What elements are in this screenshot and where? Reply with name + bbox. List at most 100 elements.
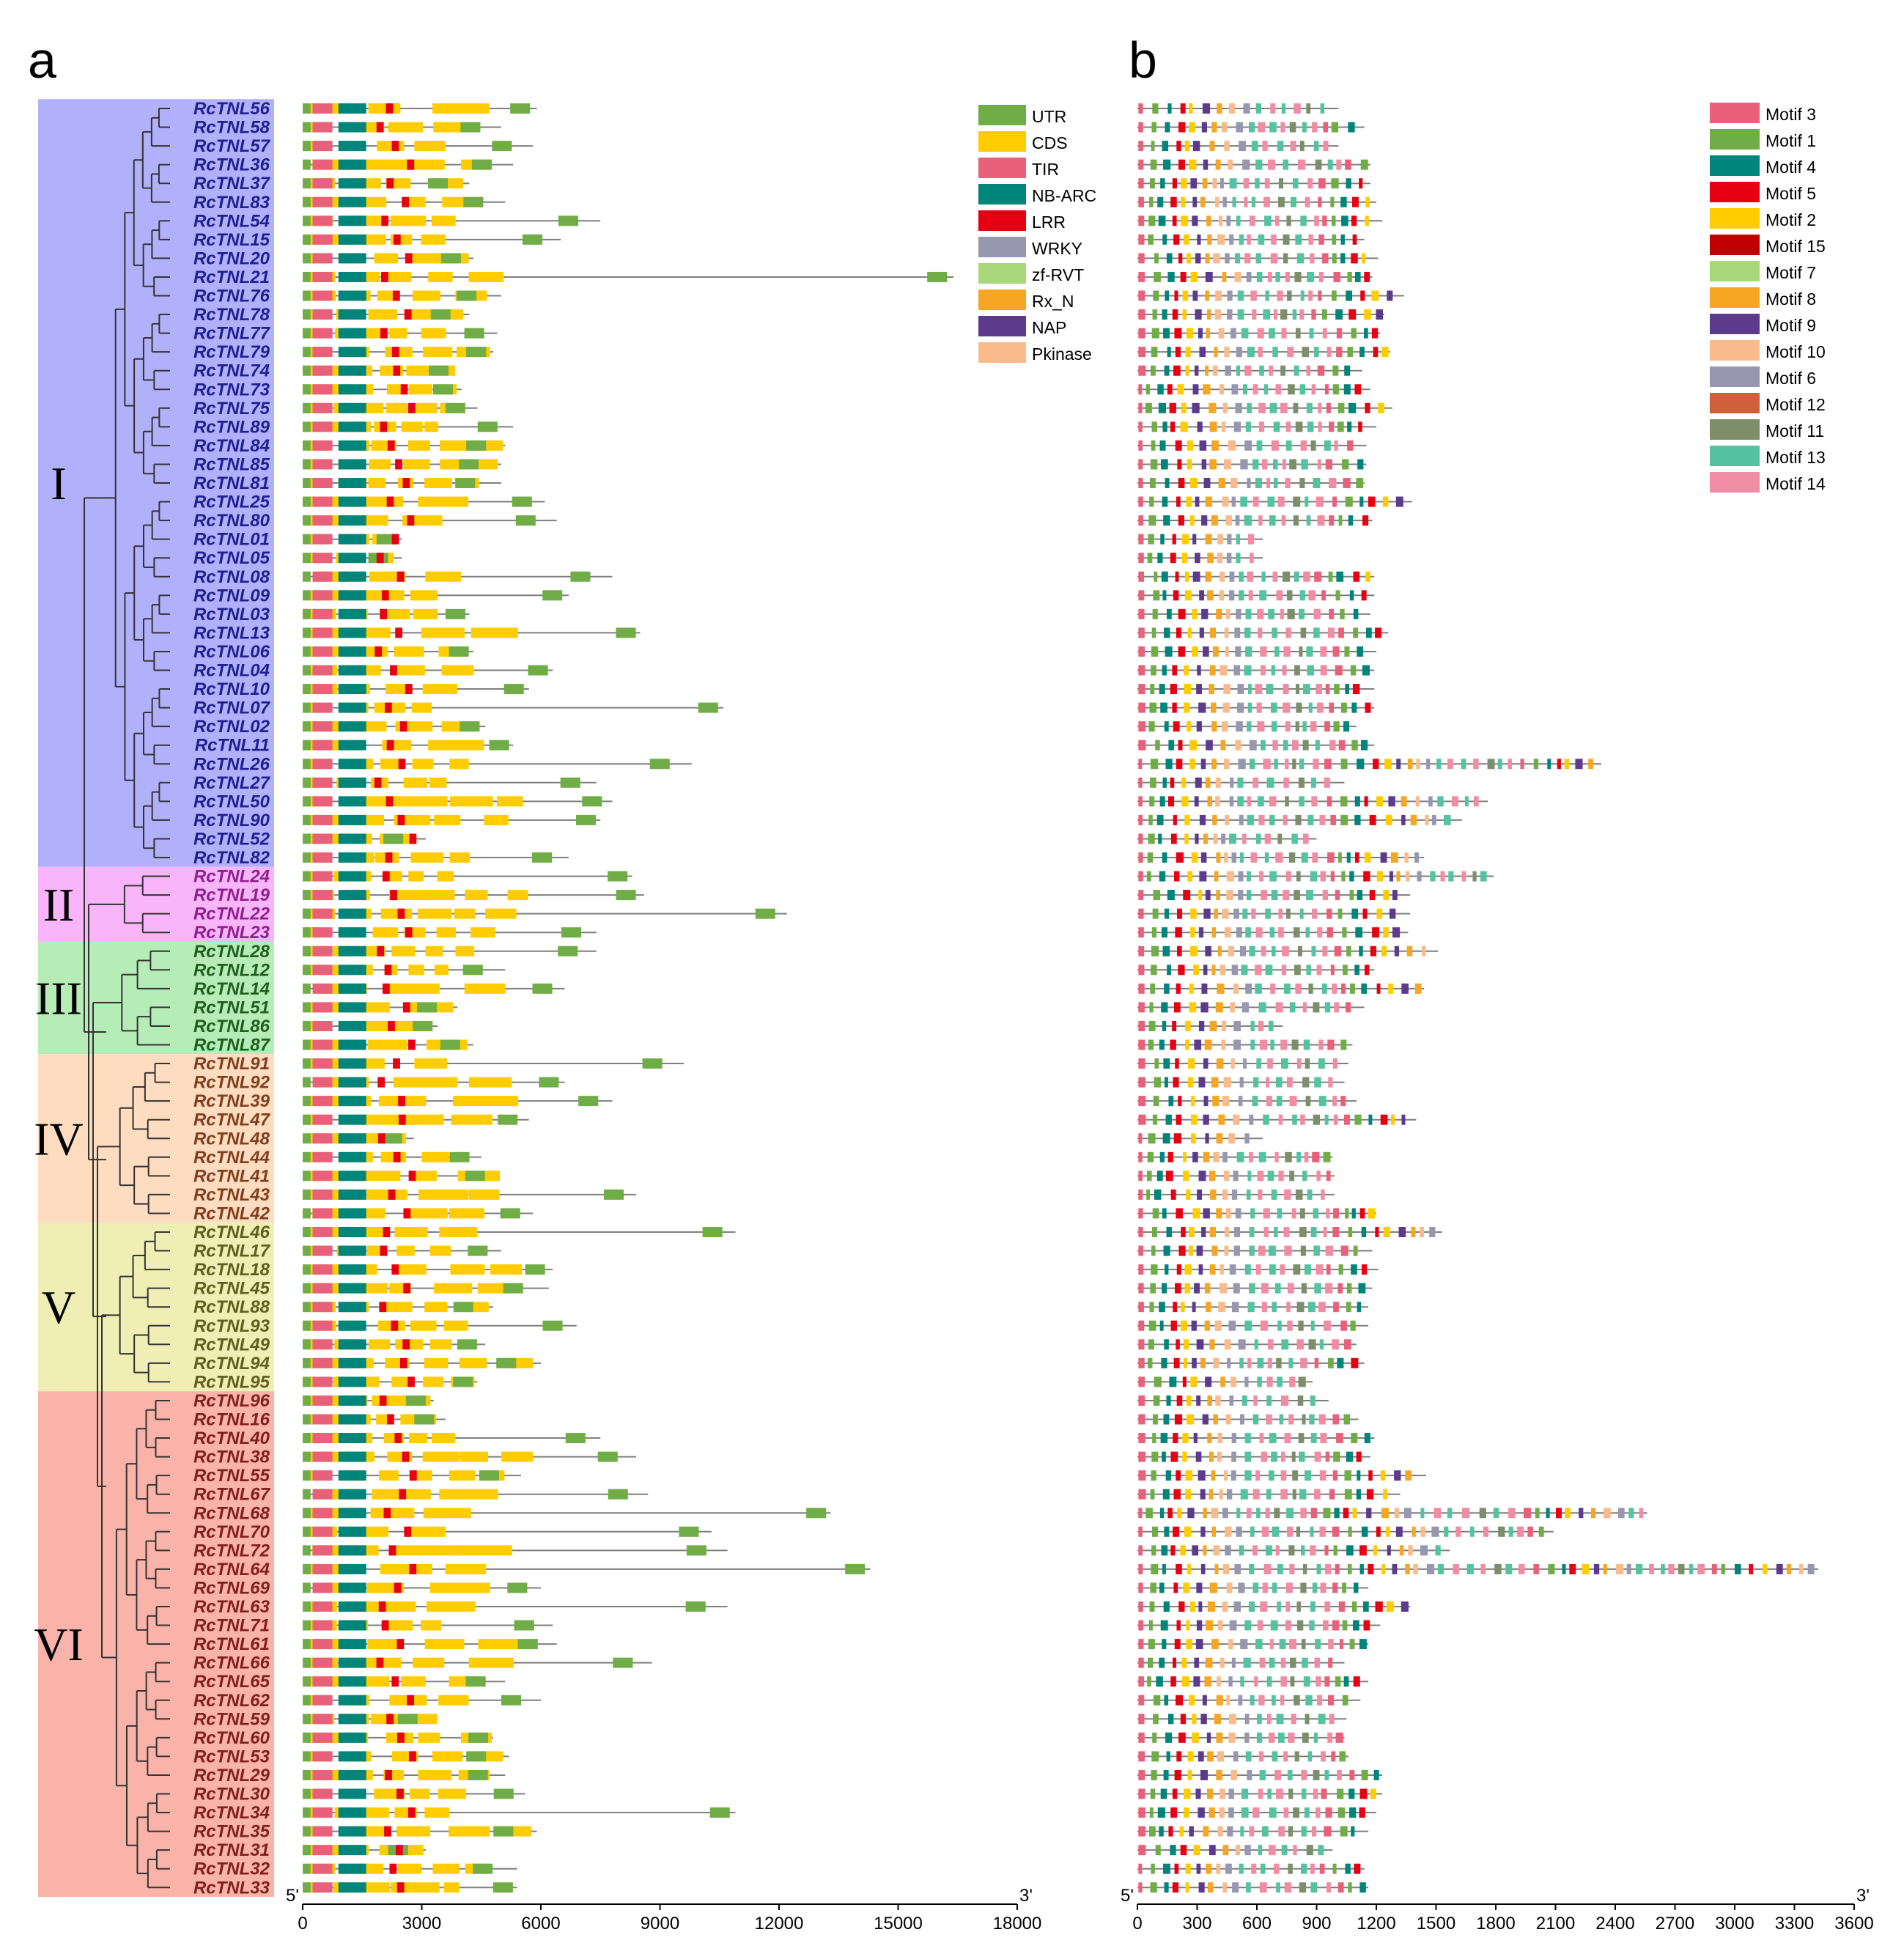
motif-block	[1203, 833, 1209, 844]
motif-block	[1138, 215, 1145, 226]
motif-block	[1170, 421, 1176, 432]
motif-block	[1265, 290, 1269, 301]
gene-structure-RcTNL33	[303, 1882, 517, 1893]
motif-block	[1212, 646, 1219, 657]
motif-block	[1309, 1414, 1315, 1425]
motif-block	[1138, 871, 1143, 882]
motif-block	[1259, 1433, 1264, 1444]
motif-block	[1235, 253, 1241, 264]
motif-block	[1138, 608, 1145, 619]
nb-arc-domain	[338, 1620, 366, 1631]
utr-block	[709, 1807, 730, 1818]
motif-block	[1299, 590, 1306, 601]
motif-block	[1175, 1058, 1179, 1069]
motif-block	[1295, 721, 1299, 732]
motif-block	[1165, 1470, 1172, 1481]
motif-block	[1351, 702, 1357, 713]
motif-block	[1286, 590, 1293, 601]
motif-block	[1219, 571, 1225, 582]
nb-arc-domain	[338, 290, 366, 301]
motif-block	[1153, 1695, 1161, 1706]
motif-block	[1138, 721, 1146, 732]
motif-block	[1302, 1414, 1306, 1425]
tir-domain	[312, 1451, 333, 1462]
gene-label: RcTNL67	[193, 1485, 271, 1505]
motif-block	[1299, 1227, 1307, 1237]
motif-block	[1230, 1470, 1236, 1481]
gene-label: RcTNL34	[193, 1803, 270, 1823]
motif-block	[1178, 1096, 1182, 1107]
motif-block	[1212, 178, 1217, 189]
motif-block	[1170, 553, 1176, 564]
motif-block	[1354, 965, 1359, 976]
cds-block	[449, 759, 469, 770]
motif-block	[1176, 627, 1182, 638]
motif-block	[1229, 234, 1234, 245]
motif-block	[1329, 478, 1337, 488]
motif-block	[1138, 1227, 1143, 1237]
gene-structure-RcTNL53	[303, 1751, 509, 1762]
motif-block	[1151, 945, 1159, 956]
gene-structure-RcTNL79	[303, 347, 493, 358]
motif-block	[1138, 1414, 1145, 1425]
motif-block	[1274, 1863, 1280, 1874]
nb-arc-domain	[338, 1863, 366, 1874]
cds-block	[379, 1302, 413, 1313]
motif-block	[1351, 215, 1357, 226]
motif-block	[1211, 965, 1216, 976]
motif-block	[1283, 159, 1289, 170]
motif-block	[1308, 234, 1313, 245]
motif-structure-RcTNL01	[1137, 534, 1263, 545]
motif-block	[1205, 890, 1211, 901]
axis-tick-label: 0	[298, 1914, 307, 1933]
motif-block	[1146, 871, 1151, 882]
utr-block	[558, 945, 578, 956]
motif-block	[1440, 871, 1445, 882]
motif-block	[1231, 1433, 1237, 1444]
gene-label: RcTNL63	[193, 1597, 270, 1617]
motif-block	[1359, 1545, 1367, 1556]
motif-block	[1238, 1582, 1245, 1593]
motif-block	[1138, 103, 1143, 114]
gene-structure-RcTNL17	[303, 1245, 501, 1256]
motif-structure-RcTNL83	[1137, 196, 1376, 207]
utr-block	[303, 646, 311, 657]
utr-block	[603, 1189, 624, 1200]
motif-block	[1162, 309, 1167, 320]
motif-block	[1195, 833, 1199, 844]
motif-block	[1223, 459, 1231, 470]
nb-arc-domain	[338, 1657, 366, 1668]
utr-block	[806, 1508, 827, 1519]
motif-block	[1274, 1769, 1282, 1780]
nb-arc-domain	[338, 983, 366, 994]
motif-block	[1206, 740, 1213, 751]
motif-block	[1406, 871, 1410, 882]
motif-block	[1285, 1582, 1293, 1593]
motif-block	[1203, 159, 1209, 170]
motif-block	[1231, 384, 1239, 395]
motif-block	[1330, 814, 1336, 825]
motif-block	[1244, 1451, 1252, 1462]
motif-block	[1368, 1563, 1374, 1574]
motif-block	[1364, 965, 1370, 976]
utr-block	[383, 833, 404, 844]
motif-block	[1505, 1563, 1513, 1574]
motif-block	[1255, 159, 1263, 170]
motif-block	[1222, 196, 1227, 207]
utr-block	[303, 1395, 311, 1406]
motif-block	[1217, 553, 1223, 564]
tir-domain	[312, 1676, 333, 1687]
motif-block	[1359, 1563, 1364, 1574]
nb-arc-domain	[338, 1376, 366, 1387]
motif-block	[1335, 1563, 1340, 1574]
motif-block	[1401, 796, 1407, 807]
utr-block	[303, 1845, 311, 1856]
motif-block	[1376, 309, 1384, 320]
cds-block	[408, 871, 424, 882]
motif-block	[1164, 983, 1170, 994]
tir-domain	[312, 440, 333, 451]
motif-structure-RcTNL94	[1137, 1357, 1365, 1368]
motif-block	[1547, 759, 1551, 770]
motif-block	[1266, 1414, 1272, 1425]
gene-label: RcTNL26	[193, 754, 270, 774]
